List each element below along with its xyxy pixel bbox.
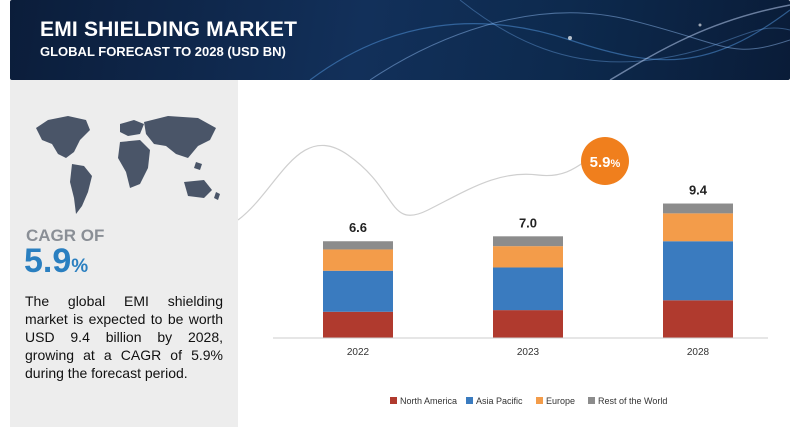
bar-segment-2022-europe <box>323 249 393 271</box>
chart-subtitle: GLOBAL FORECAST TO 2028 (USD BN) <box>40 44 286 59</box>
chart-legend: North America Asia Pacific Europe Rest of t… <box>390 396 667 406</box>
bar-total-label-2028: 9.4 <box>689 183 708 198</box>
bar-segment-2028-asia-pacific <box>663 241 733 301</box>
cagr-number: 5.9 <box>24 242 72 280</box>
legend-swatch-north-america <box>390 397 397 404</box>
legend-swatch-rest-of-the-world <box>588 397 595 404</box>
bar-segment-2022-asia-pacific <box>323 270 393 312</box>
legend-label-north-america: North America <box>400 396 457 406</box>
legend-swatch-asia-pacific <box>466 397 473 404</box>
legend-label-rest-of-the-world: Rest of the World <box>598 396 667 406</box>
cagr-unit: % <box>71 256 89 277</box>
bar-segment-2028-north-america <box>663 300 733 338</box>
market-description: The global EMI shielding market is expec… <box>25 293 223 381</box>
decorative-trend-line <box>238 144 611 221</box>
x-tick-label-2023: 2023 <box>517 347 540 358</box>
cagr-badge: 5.9% <box>581 137 629 185</box>
bar-segment-2022-north-america <box>323 311 393 338</box>
cagr-badge-label: 5.9% <box>590 154 621 171</box>
x-tick-label-2022: 2022 <box>347 347 370 358</box>
bar-total-label-2023: 7.0 <box>519 215 537 230</box>
header-banner: EMI SHIELDING MARKET GLOBAL FORECAST TO … <box>10 0 790 80</box>
bar-segment-2023-europe <box>493 246 563 268</box>
world-map-icon <box>36 116 220 214</box>
bars-group: 6.6 2022 7.0 2023 9.4 2028 <box>323 183 733 358</box>
banner-light-streaks <box>309 0 790 80</box>
bar-segment-2023-asia-pacific <box>493 267 563 311</box>
legend-label-asia-pacific: Asia Pacific <box>476 396 523 406</box>
bar-total-label-2022: 6.6 <box>349 220 367 235</box>
cagr-label: CAGR OF <box>26 226 105 245</box>
stacked-bar-chart: 6.6 2022 7.0 2023 9.4 2028 5.9% North America… <box>238 137 768 406</box>
cagr-value: 5.9% <box>24 242 88 281</box>
chart-title: EMI SHIELDING MARKET <box>40 18 298 41</box>
x-tick-label-2028: 2028 <box>687 347 710 358</box>
bar-segment-2023-rest-of-the-world <box>493 236 563 247</box>
bar-segment-2022-rest-of-the-world <box>323 241 393 250</box>
bar-segment-2023-north-america <box>493 310 563 338</box>
bar-segment-2028-rest-of-the-world <box>663 203 733 214</box>
bar-segment-2028-europe <box>663 213 733 242</box>
legend-label-europe: Europe <box>546 396 575 406</box>
legend-swatch-europe <box>536 397 543 404</box>
summary-panel: CAGR OF 5.9% The global EMI shielding ma… <box>10 80 238 427</box>
cagr-badge-circle <box>581 137 629 185</box>
